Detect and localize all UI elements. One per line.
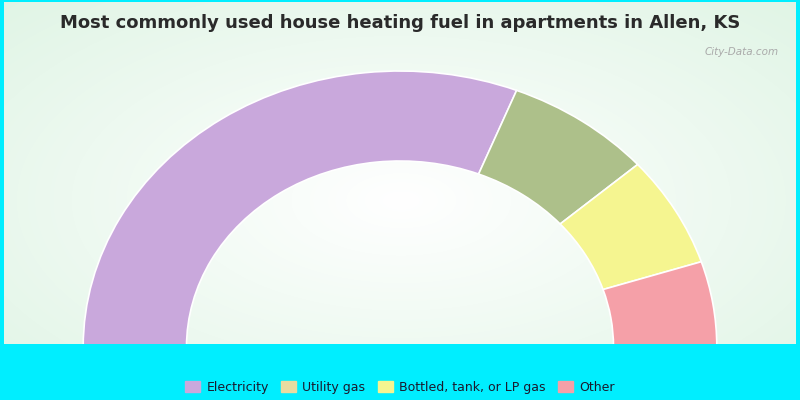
Wedge shape [603, 262, 717, 347]
Wedge shape [478, 90, 638, 224]
Bar [4, 344, 796, 398]
Wedge shape [560, 164, 702, 290]
Text: Most commonly used house heating fuel in apartments in Allen, KS: Most commonly used house heating fuel in… [60, 14, 740, 32]
Wedge shape [83, 71, 517, 347]
Legend: Electricity, Utility gas, Bottled, tank, or LP gas, Other: Electricity, Utility gas, Bottled, tank,… [185, 381, 615, 394]
Text: City-Data.com: City-Data.com [705, 47, 778, 57]
